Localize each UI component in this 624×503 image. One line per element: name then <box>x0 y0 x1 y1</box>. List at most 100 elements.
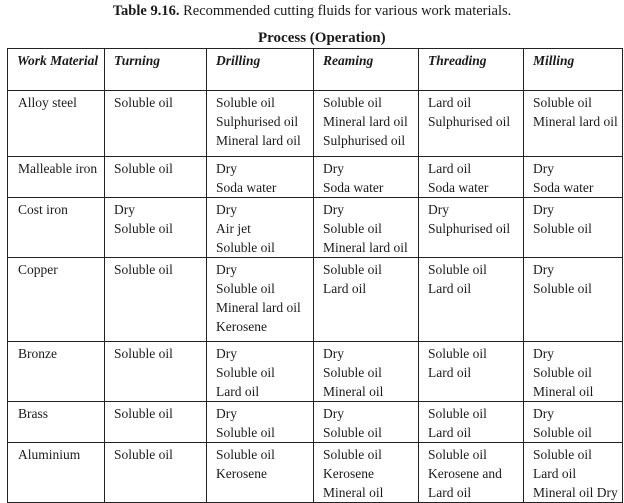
fluid-cell: Dry Soluble oil <box>206 401 314 443</box>
fluid-cell: Soluble oil Sulphurised oil Mineral lard o… <box>206 90 314 157</box>
fluid-line: Kerosene and <box>428 466 502 481</box>
fluid-line: Dry <box>114 202 135 217</box>
process-heading: Process (Operation) <box>258 30 386 46</box>
fluid-line: Lard oil <box>428 365 472 380</box>
fluid-line: Dry <box>428 202 449 217</box>
header-row: Work Material Turning Drilling Reaming Threa… <box>7 48 623 91</box>
fluid-line: Soda water <box>533 180 594 195</box>
fluid-line: Soluble oil <box>323 425 382 440</box>
caption-text: Recommended cutting fluids for various w… <box>179 3 512 19</box>
fluid-line: Soda water <box>428 180 489 195</box>
fluid-line: Dry <box>216 202 237 217</box>
fluid-line: Soluble oil <box>533 95 592 110</box>
fluid-line: Lard oil <box>533 466 577 481</box>
column-header: Milling <box>523 48 623 91</box>
fluid-line: Soluble oil <box>114 406 173 421</box>
fluid-line: Dry <box>216 406 237 421</box>
fluid-line: Dry <box>533 346 554 361</box>
material-cell: Bronze <box>7 341 105 402</box>
fluid-cell: Soluble oil Kerosene and Lard oil <box>418 442 524 503</box>
fluid-line: Sulphurised oil <box>428 114 511 129</box>
fluid-line: Dry <box>323 161 344 176</box>
fluid-line: Soluble oil <box>323 365 382 380</box>
fluid-line: Soda water <box>216 180 277 195</box>
fluid-cell: Soluble oil Lard oil <box>313 257 419 342</box>
fluid-line: Soluble oil <box>216 281 275 296</box>
fluid-line: Lard oil <box>323 281 367 296</box>
fluid-cell: Soluble oil <box>104 90 207 157</box>
fluid-line: Mineral oil <box>323 485 384 500</box>
table-row: Alloy steel Soluble oil Soluble oil Sulphur… <box>7 90 623 157</box>
table-row: Copper Soluble oil Dry Soluble oil Mineral l… <box>7 257 623 342</box>
fluid-line: Sulphurised oil <box>216 114 299 129</box>
table-row: Cost iron Dry Soluble oil Dry Air jet Soluble… <box>7 197 623 258</box>
fluid-cell: Dry Soda water <box>206 156 314 198</box>
fluid-line: Soluble oil <box>114 221 173 236</box>
fluid-line: Mineral lard oil <box>323 240 408 255</box>
fluid-cell: Soluble oil Mineral lard oil <box>523 90 623 157</box>
fluid-line: Kerosene <box>216 319 267 334</box>
fluid-line: Lard oil <box>428 95 472 110</box>
fluid-line: Dry <box>216 262 237 277</box>
fluid-line: Soluble oil <box>428 406 487 421</box>
material-cell: Malleable iron <box>7 156 105 198</box>
fluid-cell: Soluble oil Lard oil <box>418 401 524 443</box>
column-header: Drilling <box>206 48 314 91</box>
table-row: Bronze Soluble oil Dry Soluble oil Lard oil D… <box>7 341 623 402</box>
fluid-cell: Soluble oil <box>104 257 207 342</box>
fluid-line: Dry <box>216 161 237 176</box>
fluid-line: Dry <box>323 346 344 361</box>
fluid-line: Sulphurised oil <box>323 133 406 148</box>
column-header: Reaming <box>313 48 419 91</box>
fluid-line: Mineral lard oil <box>533 114 618 129</box>
fluid-cell: Soluble oil <box>104 156 207 198</box>
fluid-line: Kerosene <box>216 466 267 481</box>
fluid-line: Dry <box>216 346 237 361</box>
caption-label: Table 9.16. <box>112 3 180 19</box>
fluid-line: Soluble oil <box>533 281 592 296</box>
fluid-line: Soluble oil <box>323 262 382 277</box>
fluid-cell: Soluble oil Kerosene Mineral oil <box>313 442 419 503</box>
fluid-cell: Lard oil Sulphurised oil <box>418 90 524 157</box>
fluid-line: Mineral oil Dry <box>533 485 618 500</box>
fluid-cell: Soluble oil Kerosene <box>206 442 314 503</box>
material-cell: Copper <box>7 257 105 342</box>
fluid-cell: Dry Soluble oil Mineral oil <box>523 341 623 402</box>
fluid-line: Soluble oil <box>323 221 382 236</box>
fluid-line: Mineral lard oil <box>216 300 301 315</box>
fluid-cell: Dry Soluble oil <box>313 401 419 443</box>
fluid-line: Mineral oil <box>323 384 384 399</box>
fluid-line: Dry <box>533 262 554 277</box>
fluid-line: Soluble oil <box>114 95 173 110</box>
column-header: Turning <box>104 48 207 91</box>
fluid-cell: Dry Soluble oil Mineral oil <box>313 341 419 402</box>
fluid-line: Soluble oil <box>216 95 275 110</box>
fluid-line: Lard oil <box>428 425 472 440</box>
fluid-line: Sulphurised oil <box>428 221 511 236</box>
table-row: Aluminium Soluble oil Soluble oil Kerosene S… <box>7 442 623 503</box>
fluid-line: Mineral lard oil <box>216 133 301 148</box>
fluid-line: Dry <box>323 406 344 421</box>
fluid-line: Dry <box>533 161 554 176</box>
fluid-line: Lard oil <box>216 384 260 399</box>
fluid-line: Lard oil <box>428 485 472 500</box>
fluid-line: Dry <box>323 202 344 217</box>
fluid-line: Soluble oil <box>216 425 275 440</box>
fluid-line: Soluble oil <box>114 447 173 462</box>
table-row: Malleable iron Soluble oil Dry Soda water Dr… <box>7 156 623 198</box>
fluid-cell: Dry Soluble oil Mineral lard oil <box>313 197 419 258</box>
fluid-line: Soluble oil <box>216 365 275 380</box>
fluid-cell: Dry Soluble oil <box>104 197 207 258</box>
fluid-line: Soluble oil <box>114 346 173 361</box>
fluid-cell: Dry Soda water <box>523 156 623 198</box>
fluid-line: Soluble oil <box>216 447 275 462</box>
fluid-cell: Soluble oil <box>104 341 207 402</box>
fluid-cell: Soluble oil Lard oil <box>418 257 524 342</box>
fluid-cell: Dry Sulphurised oil <box>418 197 524 258</box>
material-cell: Brass <box>7 401 105 443</box>
fluid-cell: Dry Soluble oil <box>523 401 623 443</box>
material-cell: Aluminium <box>7 442 105 503</box>
fluid-cell: Soluble oil Lard oil Mineral oil Dry <box>523 442 623 503</box>
fluid-cell: Dry Soluble oil <box>523 197 623 258</box>
fluid-line: Soluble oil <box>323 95 382 110</box>
